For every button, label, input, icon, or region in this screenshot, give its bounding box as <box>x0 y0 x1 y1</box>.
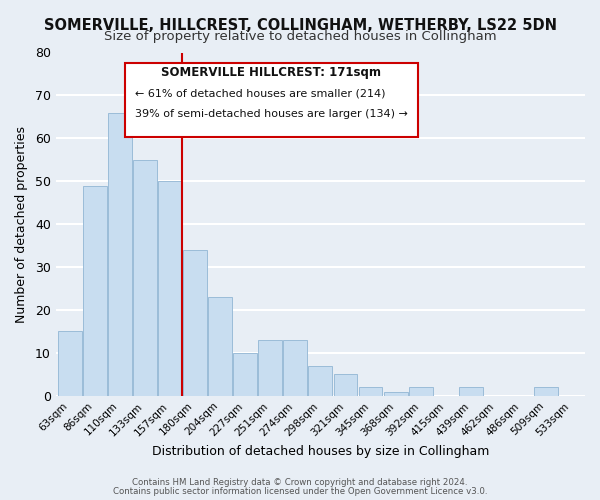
Bar <box>208 297 232 396</box>
Y-axis label: Number of detached properties: Number of detached properties <box>15 126 28 322</box>
Text: 39% of semi-detached houses are larger (134) →: 39% of semi-detached houses are larger (… <box>135 109 408 119</box>
Bar <box>259 340 282 396</box>
Text: SOMERVILLE, HILLCREST, COLLINGHAM, WETHERBY, LS22 5DN: SOMERVILLE, HILLCREST, COLLINGHAM, WETHE… <box>44 18 557 32</box>
Bar <box>158 182 182 396</box>
Bar <box>409 388 433 396</box>
Bar <box>133 160 157 396</box>
X-axis label: Distribution of detached houses by size in Collingham: Distribution of detached houses by size … <box>152 444 489 458</box>
Bar <box>183 250 207 396</box>
Text: ← 61% of detached houses are smaller (214): ← 61% of detached houses are smaller (21… <box>135 88 386 99</box>
FancyBboxPatch shape <box>125 63 418 136</box>
Bar <box>384 392 407 396</box>
Bar <box>334 374 358 396</box>
Bar <box>308 366 332 396</box>
Text: SOMERVILLE HILLCREST: 171sqm: SOMERVILLE HILLCREST: 171sqm <box>161 66 382 79</box>
Text: Size of property relative to detached houses in Collingham: Size of property relative to detached ho… <box>104 30 496 43</box>
Bar <box>233 353 257 396</box>
Bar <box>459 388 483 396</box>
Text: Contains public sector information licensed under the Open Government Licence v3: Contains public sector information licen… <box>113 487 487 496</box>
Bar <box>283 340 307 396</box>
Bar <box>359 388 382 396</box>
Bar <box>534 388 558 396</box>
Bar <box>58 332 82 396</box>
Text: Contains HM Land Registry data © Crown copyright and database right 2024.: Contains HM Land Registry data © Crown c… <box>132 478 468 487</box>
Bar <box>108 112 131 396</box>
Bar <box>83 186 107 396</box>
